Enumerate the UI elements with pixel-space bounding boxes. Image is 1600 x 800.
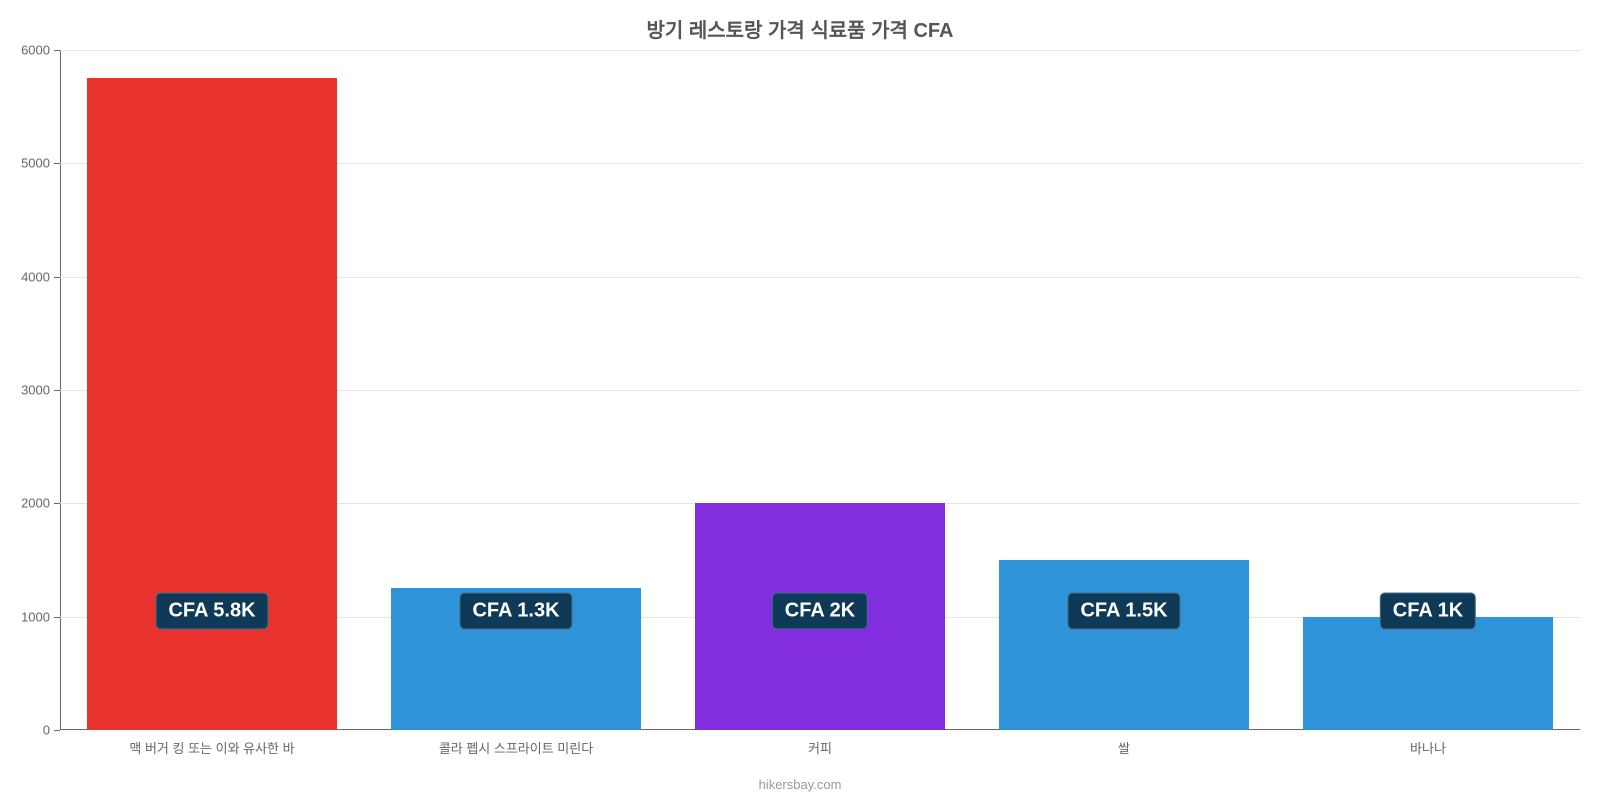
y-tick	[54, 50, 60, 51]
bar	[999, 560, 1248, 730]
y-tick-label: 4000	[21, 269, 50, 284]
y-tick-label: 2000	[21, 496, 50, 511]
x-category-label: 콜라 펩시 스프라이트 미린다	[439, 738, 593, 757]
x-category-label: 바나나	[1410, 738, 1446, 757]
y-tick-label: 0	[43, 723, 50, 738]
plot-area: 0100020003000400050006000맥 버거 킹 또는 이와 유사…	[60, 50, 1580, 730]
y-tick-label: 5000	[21, 156, 50, 171]
chart-title: 방기 레스토랑 가격 식료품 가격 CFA	[0, 14, 1600, 43]
gridline	[60, 50, 1580, 51]
y-tick	[54, 277, 60, 278]
y-tick	[54, 617, 60, 618]
price-bar-chart: 방기 레스토랑 가격 식료품 가격 CFA 010002000300040005…	[0, 0, 1600, 800]
value-badge: CFA 2K	[772, 593, 868, 630]
bar	[1303, 617, 1552, 730]
bar	[87, 78, 336, 730]
y-tick	[54, 730, 60, 731]
x-category-label: 쌀	[1118, 738, 1130, 757]
value-badge: CFA 1K	[1380, 593, 1476, 630]
credit-text: hikersbay.com	[0, 777, 1600, 792]
x-category-label: 커피	[808, 738, 832, 757]
y-tick	[54, 390, 60, 391]
y-tick-label: 3000	[21, 383, 50, 398]
y-tick	[54, 503, 60, 504]
value-badge: CFA 1.3K	[459, 593, 572, 630]
y-tick-label: 6000	[21, 43, 50, 58]
value-badge: CFA 5.8K	[155, 593, 268, 630]
value-badge: CFA 1.5K	[1067, 593, 1180, 630]
x-category-label: 맥 버거 킹 또는 이와 유사한 바	[129, 738, 294, 757]
y-tick-label: 1000	[21, 609, 50, 624]
y-tick	[54, 163, 60, 164]
